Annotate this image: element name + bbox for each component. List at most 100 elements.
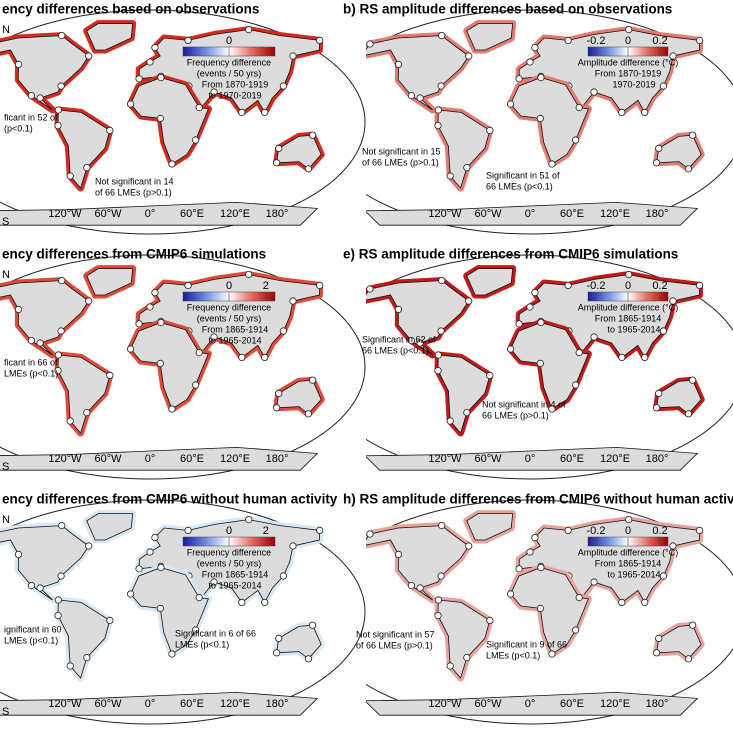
panel-title: b) RS amplitude differences based on obs…	[343, 2, 672, 17]
lme-marker	[14, 550, 23, 559]
lon-label: 120°W	[48, 453, 82, 465]
lme-marker	[66, 662, 74, 670]
panel: ency differences from CMIP6 simulations 1…	[0, 247, 366, 480]
annotation: LMEs (p<0.1)	[175, 639, 229, 649]
annotation: LMEs (p<0.1)	[486, 650, 540, 660]
panel-title: e) RS amplitude differences from CMIP6 s…	[343, 247, 678, 262]
colorbar-label: to 1965-2014	[607, 324, 660, 334]
lme-marker	[531, 43, 539, 52]
lme-marker	[308, 131, 317, 139]
lme-marker	[316, 281, 324, 289]
lon-label: 120°W	[428, 698, 462, 710]
lon-label: 60°E	[560, 698, 584, 710]
lme-marker	[54, 366, 62, 375]
annotation: ignificant in 60	[4, 624, 62, 634]
lme-marker	[652, 404, 661, 412]
colorbar-label: to 1970-2019	[208, 90, 261, 100]
lme-marker	[434, 106, 442, 114]
lon-label: 0°	[525, 208, 536, 220]
lon-label: 120°W	[428, 208, 462, 220]
lme-marker	[575, 348, 583, 357]
lon-label: 0°	[145, 698, 156, 710]
lme-marker	[27, 92, 36, 100]
lme-marker	[157, 563, 165, 572]
lme-marker	[304, 165, 313, 173]
lon-label: 120°W	[48, 698, 82, 710]
lme-marker	[537, 74, 545, 82]
lon-label: 120°E	[220, 208, 250, 220]
lme-marker	[575, 593, 583, 602]
lme-marker	[531, 533, 539, 542]
lme-marker	[572, 381, 580, 389]
land	[466, 23, 514, 51]
lme-marker	[463, 653, 471, 662]
lon-label: 120°E	[220, 698, 250, 710]
lme-marker	[394, 60, 403, 69]
annotation: of 66 LMEs (p>0.1)	[95, 187, 172, 197]
annotation: Significant in 9 of 66	[486, 639, 567, 649]
colorbar-label: (events / 50 yrs)	[197, 558, 262, 568]
colorbar-label: Frequency difference	[187, 57, 271, 67]
land	[366, 201, 699, 226]
lme-marker	[572, 136, 580, 144]
lon-label: 120°E	[600, 698, 630, 710]
lme-marker	[146, 303, 154, 311]
lon-label: 120°E	[220, 453, 250, 465]
land	[437, 354, 491, 434]
lme-marker	[438, 31, 446, 40]
lon-label: 60°E	[560, 208, 584, 220]
annotation: LMEs (p<0.1)	[4, 368, 58, 378]
lme-marker	[316, 526, 324, 535]
lme-marker	[279, 82, 287, 90]
lme-marker	[486, 126, 494, 134]
lme-marker	[684, 165, 693, 173]
lon-label: 120°W	[48, 208, 82, 220]
panel-title: h) RS amplitude differences from CMIP6 w…	[343, 492, 733, 507]
land	[276, 379, 322, 415]
lon-label: 180°	[646, 698, 669, 710]
lme-marker	[696, 526, 704, 535]
lme-marker	[434, 351, 442, 359]
lme-marker	[531, 288, 539, 297]
lme-marker	[289, 297, 297, 305]
lme-marker	[245, 270, 253, 279]
lme-marker	[515, 75, 523, 83]
panel: ency differences from CMIP6 without huma…	[0, 492, 366, 725]
annotation: LMEs (p<0.1)	[4, 635, 58, 645]
land	[656, 379, 702, 415]
colorbar-label: Frequency difference	[187, 547, 271, 557]
lme-marker	[548, 405, 556, 413]
lme-marker	[486, 616, 494, 625]
lme-marker	[127, 590, 135, 598]
lme-marker	[548, 650, 556, 658]
lme-marker	[210, 333, 218, 341]
land	[57, 354, 111, 434]
lme-marker	[289, 542, 297, 550]
colorbar-label: Frequency difference	[187, 302, 271, 312]
lme-marker	[245, 25, 253, 34]
annotation: 66 LMEs (p<0.1)	[362, 345, 429, 355]
lme-marker	[85, 297, 93, 305]
lme-marker	[394, 550, 403, 559]
colorbar-tick-label: -0.2	[587, 35, 606, 47]
lme-marker	[308, 621, 317, 629]
colorbar-tick-label: -0.2	[587, 280, 606, 292]
lme-marker	[58, 276, 66, 285]
lme-marker	[618, 353, 626, 361]
lme-marker	[416, 339, 424, 347]
land	[276, 624, 322, 660]
panel: e) RS amplitude differences from CMIP6 s…	[343, 247, 733, 480]
annotation: ficant in 52 of	[4, 112, 58, 122]
lat-label: S	[2, 216, 9, 228]
colorbar-tick-label: 0	[226, 35, 232, 47]
lme-marker	[625, 270, 633, 279]
lme-marker	[526, 58, 534, 66]
lon-label: 0°	[525, 453, 536, 465]
lme-marker	[57, 572, 65, 580]
panel-title: ency differences from CMIP6 simulations	[2, 247, 266, 262]
lme-marker	[58, 521, 66, 530]
lme-marker	[575, 104, 583, 112]
colorbar-label: From 1870-1919	[202, 79, 269, 89]
lme-marker	[437, 327, 445, 335]
colorbar-label: From 1865-1914	[202, 324, 269, 334]
